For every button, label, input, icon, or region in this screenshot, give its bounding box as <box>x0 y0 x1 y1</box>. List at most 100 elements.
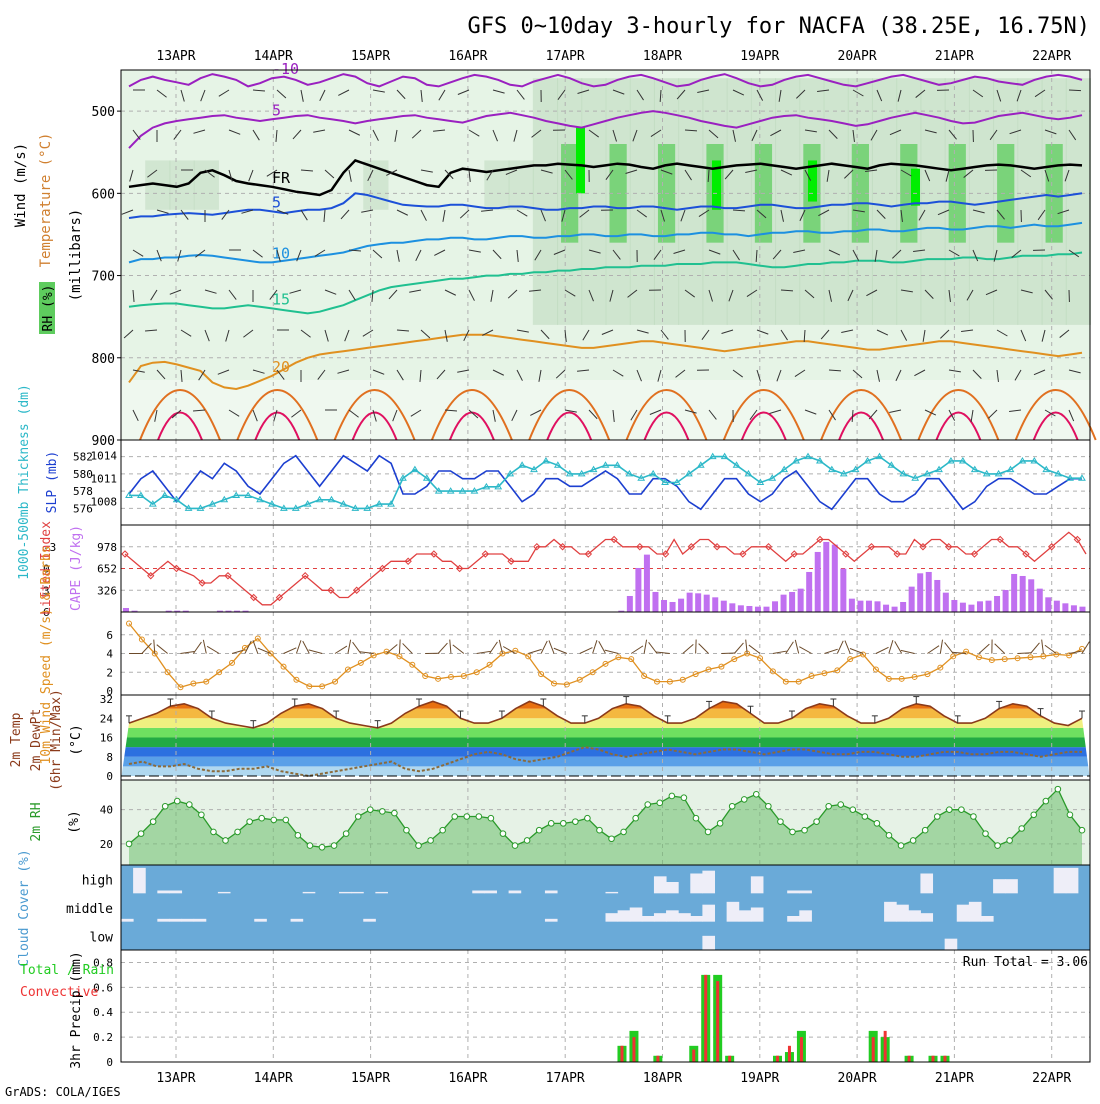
rh2m-point <box>717 821 723 827</box>
ytick-wind: 2 <box>106 666 113 679</box>
wind-barb-10m <box>348 640 351 654</box>
wind-barb-10m <box>1042 640 1044 654</box>
ytick-temp: 8 <box>106 751 113 764</box>
cloud-high-bar <box>484 891 497 894</box>
rh2m-point <box>355 814 361 820</box>
wind-barb-10m <box>1018 653 1032 654</box>
wind-barb-10m <box>157 645 168 654</box>
rh2m-point <box>971 814 977 820</box>
cape-bar <box>670 602 676 612</box>
cloud-middle-bar <box>194 919 207 922</box>
ylabel-convective: Convective <box>20 985 98 1000</box>
cloud-middle-bar <box>618 910 631 921</box>
rh2m-point <box>223 838 229 844</box>
date-label-top: 13APR <box>156 49 195 64</box>
rh2m-point <box>826 803 832 809</box>
wind-barb-10m <box>895 641 902 653</box>
wind-barb-10m <box>450 640 451 654</box>
cape-bar <box>695 593 701 612</box>
lifted-index-line <box>125 532 1086 605</box>
precip-convective-bar <box>728 1056 731 1062</box>
ytick-pressure: 700 <box>92 270 115 285</box>
cape-bar <box>789 592 795 612</box>
cloud-high-bar <box>472 891 485 894</box>
wind-barb-10m <box>541 641 547 654</box>
date-label-top: 19APR <box>740 49 779 64</box>
cape-bar <box>960 603 966 612</box>
ytick-cape: 326 <box>97 584 117 597</box>
ylabel-cloud-cover: Cloud Cover (%) <box>17 849 32 966</box>
rh2m-point <box>753 791 759 797</box>
cloud-middle-bar <box>799 910 812 921</box>
date-label-top: 18APR <box>643 49 682 64</box>
date-label-bottom: 13APR <box>156 1071 195 1086</box>
wind-barb-10m <box>403 643 413 653</box>
cloud-high-bar <box>787 891 800 894</box>
wind-barb-10m <box>554 648 567 653</box>
wind-barb-10m <box>453 645 464 654</box>
cloud-middle-bar <box>182 919 195 922</box>
cloud-middle-bar <box>363 919 376 922</box>
wind-barb-10m <box>490 642 498 654</box>
cloud-middle-bar <box>969 902 982 922</box>
date-label-bottom: 18APR <box>643 1071 682 1086</box>
panels-layer: 13APR13APR14APR14APR15APR15APR16APR16APR… <box>9 49 1096 1086</box>
rh2m-point <box>476 814 482 820</box>
cape-bar <box>772 601 778 612</box>
ytick-temp: 16 <box>100 732 113 745</box>
rh2m-point <box>548 821 554 827</box>
rh2m-point <box>983 831 989 837</box>
cloud-middle-bar <box>169 919 182 922</box>
wind-barb-10m <box>193 642 201 653</box>
rh-shade-mid <box>581 78 606 325</box>
rh2m-point <box>380 809 386 815</box>
date-label-bottom: 21APR <box>935 1071 974 1086</box>
wind-barb-10m <box>945 642 954 653</box>
rh2m-point <box>585 815 591 821</box>
rh-shade-mid <box>824 78 849 325</box>
ytick-pressure: 600 <box>92 187 115 202</box>
cape-bar <box>1045 597 1051 612</box>
precip-convective-bar <box>704 975 707 1062</box>
precip-convective-bar <box>932 1056 935 1062</box>
precip-convective-bar <box>788 1046 791 1062</box>
cloud-high-bar <box>339 892 352 893</box>
cape-bar <box>798 589 804 612</box>
isotherm-label: 5 <box>272 101 281 119</box>
cape-bar <box>1028 579 1034 612</box>
wind-barb-10m <box>795 640 798 654</box>
rh2m-point <box>1043 798 1049 804</box>
rh2m-point <box>247 819 253 825</box>
rh-shade-mid <box>484 160 509 209</box>
ylabel-3hr-precip: 3hr Precip (mm) <box>69 951 84 1068</box>
cloud-middle-bar <box>751 908 764 922</box>
wind-barb-10m <box>303 641 310 653</box>
rh-max-cell <box>911 169 920 206</box>
wind-barb-10m <box>353 642 361 653</box>
rh2m-point <box>331 843 337 849</box>
cloud-high-bar <box>157 891 170 894</box>
temp-band <box>121 757 1090 767</box>
cape-bar <box>968 605 974 612</box>
cloud-high-bar <box>1005 879 1018 893</box>
cloud-high-bar <box>1054 868 1067 894</box>
cape-bar <box>900 602 906 612</box>
rh2m-point <box>790 829 796 835</box>
cape-bar <box>857 601 863 612</box>
ytick-pressure: 900 <box>92 434 115 449</box>
ytick-temp: 0 <box>106 770 113 783</box>
wind-barb-10m <box>927 646 939 654</box>
wind-barb-10m <box>940 640 942 654</box>
wind-barb-10m <box>850 648 863 653</box>
cloud-high-bar <box>351 892 364 893</box>
rh2m-point <box>150 819 156 825</box>
wind-barb-10m <box>549 640 554 653</box>
ytick-cloud: low <box>90 930 114 945</box>
rh2m-point <box>862 814 868 820</box>
date-label-top: 16APR <box>448 49 487 64</box>
ytick-slp: 1008 <box>91 496 118 509</box>
cloud-high-bar <box>920 874 933 894</box>
cape-bar <box>943 593 949 612</box>
isotherm-label: -10 <box>272 60 299 78</box>
precip-convective-bar <box>872 1037 875 1062</box>
